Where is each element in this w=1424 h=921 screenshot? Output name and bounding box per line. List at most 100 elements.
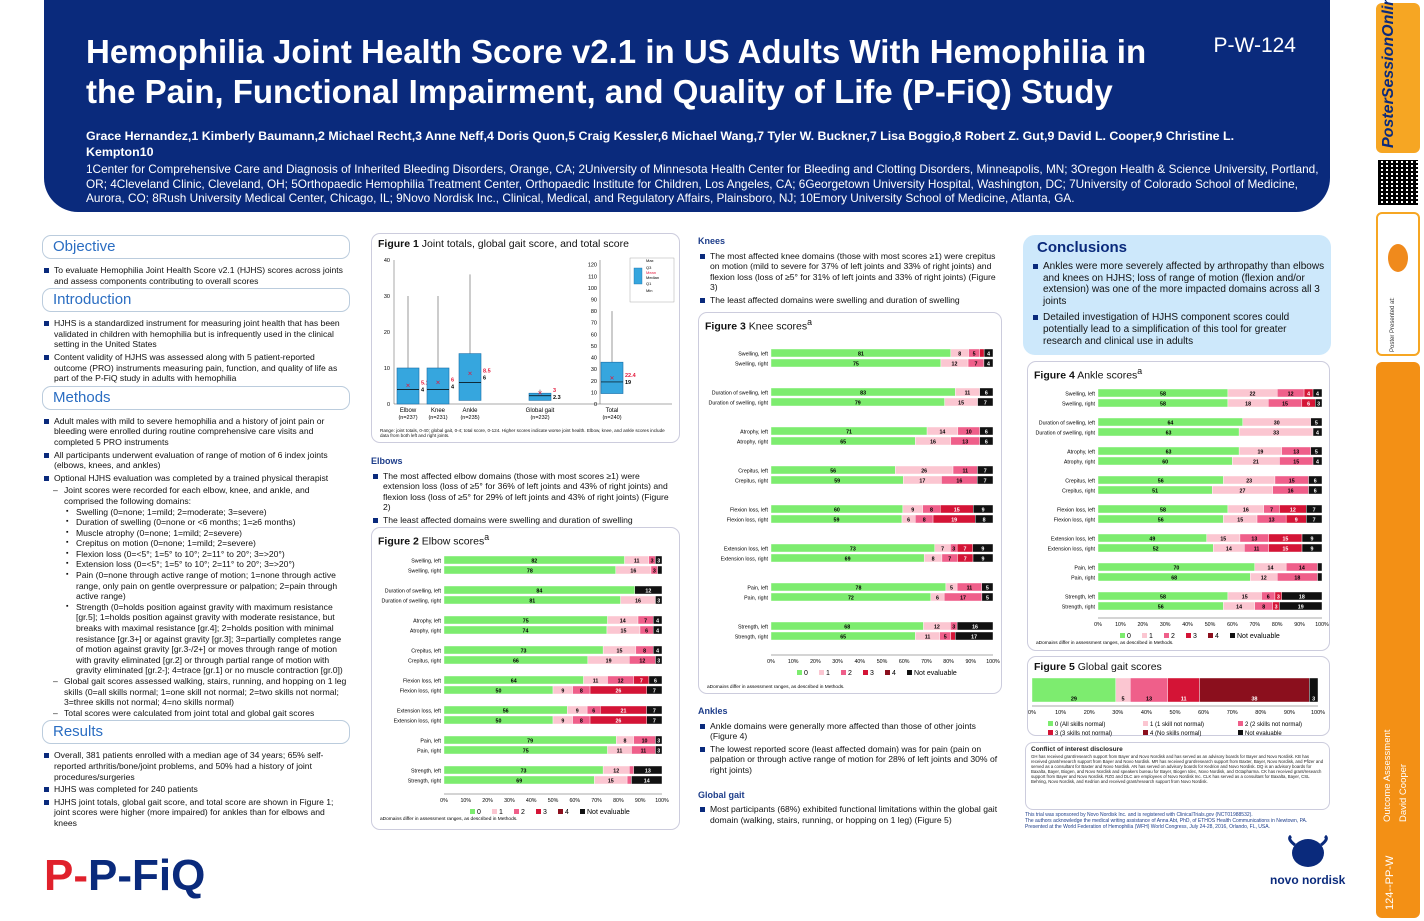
data-label: 16 (956, 479, 962, 485)
right-tick: 100 (588, 286, 597, 292)
row-label: Atrophy, right (737, 440, 769, 446)
data-label: 18 (1299, 595, 1305, 601)
data-label: 8 (580, 689, 583, 695)
right-tick: 50 (591, 344, 597, 350)
data-label: 3 (1275, 605, 1278, 611)
data-label: 7 (984, 479, 987, 485)
row-label: Strength, right (1062, 605, 1096, 611)
conclusion-item: Detailed investigation of HJHS component… (1031, 312, 1325, 347)
data-label: 12 (1261, 576, 1267, 582)
bar-segment (1308, 485, 1323, 495)
tick-label: 40% (854, 659, 865, 665)
data-label: 8 (1262, 605, 1265, 611)
data-label: 13 (645, 769, 651, 775)
legend-swatch (797, 670, 802, 675)
data-label: 6 (645, 629, 648, 635)
pfiq-logo: P-P-FiQ (44, 851, 206, 900)
tick-label: 20% (1137, 622, 1148, 628)
data-label: 13 (962, 440, 968, 446)
data-label: 12 (618, 679, 624, 685)
data-label: 81 (529, 599, 535, 605)
figure-5-chart: 29 5 13 11 38 30% 10% 20% 30% 40% 50% 60% 70% 80% 90% 1… (1028, 677, 1325, 737)
row-label: Atrophy, left (740, 430, 768, 436)
data-label: 6 (592, 709, 595, 715)
tick-label: 0% (767, 659, 775, 665)
data-label: 15 (1289, 479, 1295, 485)
data-label: 10 (966, 430, 972, 436)
data-label: 16 (630, 569, 636, 575)
legend-swatch (1164, 633, 1169, 638)
data-label: 8 (958, 352, 961, 358)
legend-label: 4 (No skills normal) (1150, 731, 1201, 737)
gait-heading: Global gait (698, 789, 745, 800)
tick-label: 100% (1311, 710, 1325, 716)
legend-label: Not evaluable (587, 809, 630, 816)
legend-label: 0 (477, 809, 481, 816)
tick-label: 30% (1112, 710, 1123, 716)
column-2-text: Elbows The most affected elbow domains (… (371, 450, 675, 528)
data-label: 58 (1160, 392, 1166, 398)
intro-item: HJHS is a standardized instrument for me… (42, 318, 350, 350)
data-label: 7 (963, 547, 966, 553)
row-label: Crepitus, right (408, 659, 441, 665)
data-label: 60 (1162, 460, 1168, 466)
row-label: Strength, left (738, 625, 769, 631)
data-label: 82 (531, 559, 537, 565)
tick-label: 10% (1115, 622, 1126, 628)
bar-segment (1301, 543, 1323, 553)
bar-segment (1031, 677, 1116, 703)
data-label: 15 (608, 779, 614, 785)
tick-label: 90% (1284, 710, 1295, 716)
gait-item: Most participants (68%) exhibited functi… (698, 804, 1002, 825)
data-label: 7 (653, 689, 656, 695)
introduction-heading: Introduction (42, 288, 350, 313)
data-label: 19 (1298, 605, 1304, 611)
legend-label: 3 (543, 809, 547, 816)
bar-segment (973, 504, 994, 514)
legend-swatch (1048, 721, 1053, 726)
domain-item: Flexion loss (0=<5°; 1=5° to 10°; 2=11° … (42, 549, 350, 560)
bar-segment (1199, 677, 1310, 703)
domain-item: Pain (0=none through active range of mot… (42, 570, 350, 602)
methods-item: Adult males with mild to severe hemophil… (42, 416, 350, 448)
figure-1-note: Range: joint totals, 0-40; global gait, … (380, 428, 665, 439)
bar-segment (979, 348, 985, 358)
tick-label: 40% (1141, 710, 1152, 716)
data-label: 3 (1312, 697, 1315, 703)
bar-segment (655, 595, 663, 605)
data-label: 51 (1152, 489, 1158, 495)
legend-swatch (558, 809, 563, 814)
bar-segment (655, 745, 663, 755)
data-label: 7 (975, 362, 978, 368)
right-tick: 80 (591, 309, 597, 315)
tick-label: 80% (1255, 710, 1266, 716)
data-label: 79 (855, 401, 861, 407)
data-label: 5 (1315, 450, 1318, 456)
bar-segment (956, 621, 994, 631)
median-label: 19 (625, 380, 631, 386)
bar-segment (977, 475, 994, 485)
right-tick: 40 (591, 356, 597, 362)
footer-line: The authors acknowledge the medical writ… (1025, 818, 1308, 824)
data-label: 7 (653, 709, 656, 715)
data-label: 13 (1269, 518, 1275, 524)
row-label: Flexion loss, left (1057, 508, 1096, 514)
data-label: 63 (1166, 450, 1172, 456)
row-label: Extension loss, right (721, 557, 769, 563)
data-label: 71 (846, 430, 852, 436)
data-label: 15 (1220, 537, 1226, 543)
data-label: 9 (561, 719, 564, 725)
data-label: 17 (960, 596, 966, 602)
data-label: 11 (593, 679, 599, 685)
box (600, 361, 624, 394)
ankles-heading: Ankles (698, 706, 728, 716)
legend-label: 2 (1171, 633, 1175, 640)
category-n: (n=235) (460, 415, 479, 421)
legend-label: Max (646, 258, 654, 263)
figure-5: Figure 5 Global gait scores 29 5 13 11 38 3 0%… (1027, 656, 1330, 737)
legend-swatch (1238, 730, 1243, 735)
data-label: 3 (657, 739, 660, 745)
data-label: 4 (1316, 392, 1319, 398)
row-label: Extension loss, right (394, 719, 442, 725)
tick-label: 70% (1227, 710, 1238, 716)
